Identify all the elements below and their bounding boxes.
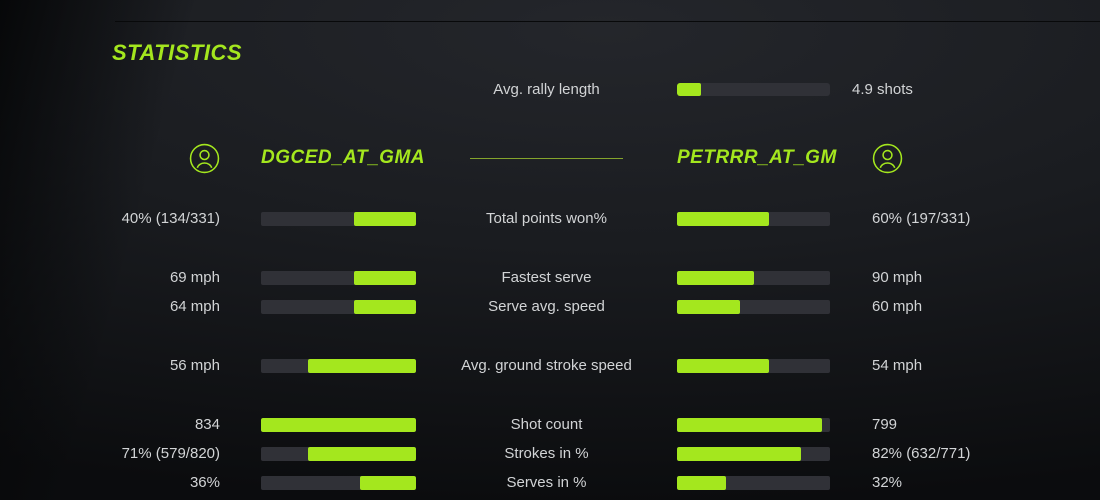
stat-right-value: 32%: [872, 474, 903, 491]
stat-left-value: 71% (579/820): [121, 445, 220, 462]
stat-right-bar-track: [677, 270, 830, 285]
stat-row: 64 mph Serve avg. speed 60 mph: [0, 292, 1100, 321]
stat-right-bar: [677, 446, 830, 461]
stat-right-bar-fill: [677, 446, 801, 461]
stats-list: 40% (134/331) Total points won% 60% (197…: [0, 204, 1100, 497]
stat-right-value: 82% (632/771): [872, 445, 971, 462]
stat-left-value: 64 mph: [169, 298, 220, 315]
stat-right-bar-track: [677, 446, 830, 461]
stat-right-value: 54 mph: [872, 357, 923, 374]
stat-label: Avg. ground stroke speed: [461, 357, 632, 374]
stat-left-bar-fill: [307, 446, 416, 461]
player-left-avatar: [0, 143, 220, 174]
stat-left-bar: [220, 358, 416, 373]
stat-left-bar-track: [261, 358, 416, 373]
top-divider: [115, 21, 1100, 22]
stat-left-value: 56 mph: [169, 357, 220, 374]
rally-length-bar: [677, 83, 830, 96]
stat-right-value: 799: [872, 416, 898, 433]
stat-label: Serves in %: [506, 474, 587, 491]
stat-left-bar-fill: [354, 211, 416, 226]
stat-left-bar-track: [261, 446, 416, 461]
stat-left-bar: [220, 299, 416, 314]
stat-left-bar: [220, 211, 416, 226]
rally-bar-fill: [677, 83, 702, 96]
stat-left-bar-track: [261, 299, 416, 314]
stat-right-value: 90 mph: [872, 269, 923, 286]
stat-left-bar: [220, 446, 416, 461]
stat-right-bar-fill: [677, 270, 754, 285]
stat-right-bar-fill: [677, 358, 769, 373]
stat-row: 834 Shot count 799: [0, 410, 1100, 439]
stat-left-bar-fill: [354, 270, 416, 285]
stat-label: Shot count: [510, 416, 583, 433]
player-left-name: DGCED_AT_GMA: [261, 147, 425, 168]
stat-label: Fastest serve: [501, 269, 592, 286]
stat-left-bar-track: [261, 417, 416, 432]
stat-right-bar-fill: [677, 299, 740, 314]
stat-right-bar-track: [677, 417, 830, 432]
stat-left-value: 40% (134/331): [121, 210, 220, 227]
stat-left-bar-track: [261, 475, 416, 490]
stat-row: 40% (134/331) Total points won% 60% (197…: [0, 204, 1100, 233]
person-icon: [189, 143, 220, 173]
players-divider-line: [470, 157, 623, 159]
stat-left-bar-fill: [360, 475, 416, 490]
stat-left-value: 69 mph: [169, 269, 220, 286]
page-title: STATISTICS: [112, 40, 243, 65]
rally-bar-track: [677, 83, 830, 96]
stat-row: 56 mph Avg. ground stroke speed 54 mph: [0, 351, 1100, 380]
stat-left-bar-fill: [307, 358, 416, 373]
stat-right-bar-track: [677, 211, 830, 226]
stat-right-bar-fill: [677, 211, 769, 226]
stat-right-bar: [677, 358, 830, 373]
stat-right-bar: [677, 211, 830, 226]
stat-row: 71% (579/820) Strokes in % 82% (632/771): [0, 439, 1100, 468]
players-row: DGCED_AT_GMA PETRRR_AT_GM: [0, 136, 1100, 180]
stat-right-bar: [677, 417, 830, 432]
stat-right-bar: [677, 299, 830, 314]
stat-right-bar: [677, 475, 830, 490]
person-icon: [872, 143, 903, 173]
stat-left-bar-track: [261, 211, 416, 226]
player-right-avatar: [830, 143, 1100, 174]
stat-left-bar: [220, 417, 416, 432]
stat-right-bar: [677, 270, 830, 285]
stat-left-bar: [220, 475, 416, 490]
player-right-name: PETRRR_AT_GM: [677, 147, 837, 168]
rally-length-value: 4.9 shots: [852, 81, 913, 98]
stat-right-bar-track: [677, 358, 830, 373]
stat-right-bar-fill: [677, 417, 823, 432]
stat-label: Serve avg. speed: [488, 298, 605, 315]
stat-label: Total points won%: [486, 210, 607, 227]
stat-right-value: 60 mph: [872, 298, 923, 315]
stat-left-bar-track: [261, 270, 416, 285]
stat-right-bar-fill: [677, 475, 726, 490]
stat-label: Strokes in %: [504, 445, 589, 462]
stat-left-bar: [220, 270, 416, 285]
rally-length-row: Avg. rally length 4.9 shots: [0, 75, 1100, 104]
rally-length-label: Avg. rally length: [493, 81, 600, 98]
stat-left-value: 834: [194, 416, 220, 433]
stat-right-value: 60% (197/331): [872, 210, 971, 227]
stat-right-bar-track: [677, 475, 830, 490]
stat-left-value: 36%: [189, 474, 220, 491]
stat-left-bar-fill: [354, 299, 416, 314]
stat-row: 69 mph Fastest serve 90 mph: [0, 263, 1100, 292]
stat-row: 36% Serves in % 32%: [0, 468, 1100, 497]
stat-right-bar-track: [677, 299, 830, 314]
stat-left-bar-fill: [261, 417, 416, 432]
